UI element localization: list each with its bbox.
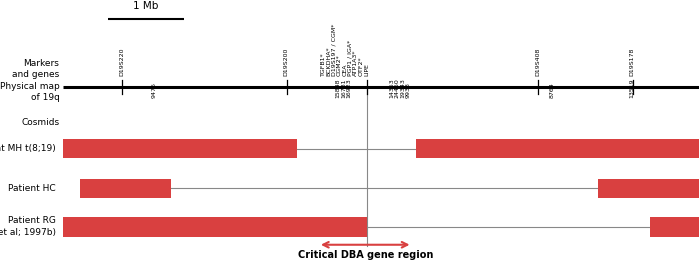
Text: D19S408: D19S408 xyxy=(535,47,540,76)
Bar xyxy=(80,179,171,198)
Text: (Gustavsson et al; 1997b): (Gustavsson et al; 1997b) xyxy=(0,229,56,237)
Text: Markers
and genes: Markers and genes xyxy=(12,59,59,79)
Text: D19S220: D19S220 xyxy=(120,47,124,76)
Text: 13519: 13519 xyxy=(629,78,634,98)
Text: Patient HC: Patient HC xyxy=(8,184,56,193)
Text: 1 Mb: 1 Mb xyxy=(134,1,159,11)
Text: Patient MH t(8;19): Patient MH t(8;19) xyxy=(0,144,56,153)
Text: D19S200: D19S200 xyxy=(284,47,289,76)
Text: Critical DBA gene region: Critical DBA gene region xyxy=(298,250,433,260)
Text: Patient RG: Patient RG xyxy=(8,216,56,225)
Bar xyxy=(650,217,699,236)
Text: 14353
24450
19343
9933: 14353 24450 19343 9933 xyxy=(389,78,410,98)
Bar xyxy=(63,139,297,158)
Text: TGFB1*
BCKDHA*
D19S197 / CGM*
CGM2*
CEA
PGP1 / IGA*
ATP1A3*
OTF2*
LIPE: TGFB1* BCKDHA* D19S197 / CGM* CGM2* CEA … xyxy=(321,23,369,76)
Text: D19S178: D19S178 xyxy=(630,47,635,76)
Bar xyxy=(63,217,367,236)
Text: 9476: 9476 xyxy=(152,82,157,98)
Text: 15848
16781
16923: 15848 16781 16923 xyxy=(336,78,352,98)
Text: Physical map
of 19q: Physical map of 19q xyxy=(0,82,59,102)
Bar xyxy=(416,139,699,158)
Bar xyxy=(598,179,699,198)
Text: Cosmids: Cosmids xyxy=(21,118,59,127)
Text: 8764: 8764 xyxy=(550,82,555,98)
